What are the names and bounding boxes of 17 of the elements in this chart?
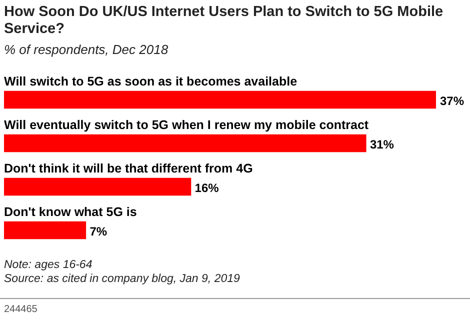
y-tick-label: Will switch to 5G as soon as it becomes available xyxy=(4,74,298,88)
y-tick-label: Don't know what 5G is xyxy=(4,204,137,219)
text: Note: ages 16-64 xyxy=(4,258,94,272)
y-tick-label: Don't think it will be that different from 4G xyxy=(4,161,253,176)
bar xyxy=(4,221,86,240)
bar xyxy=(4,134,366,152)
data-label: 37% xyxy=(440,94,464,108)
source-note: Source: as cited in company blog, Jan 9, 2019 xyxy=(4,272,240,286)
bar xyxy=(4,90,436,109)
text: 244465 xyxy=(4,304,38,315)
chart-title: How Soon Do UK/US Internet Users Plan to Switch to 5G Mobile Service? xyxy=(4,4,444,38)
bar xyxy=(4,178,192,196)
y-tick-label: Will eventually switch to 5G when I renew my mobile contract xyxy=(4,118,370,132)
chart-subtitle: % of respondents, Dec 2018 xyxy=(4,42,168,57)
data-label: 31% xyxy=(370,138,394,152)
data-label: 16% xyxy=(194,181,220,196)
data-label: 7% xyxy=(90,224,108,239)
